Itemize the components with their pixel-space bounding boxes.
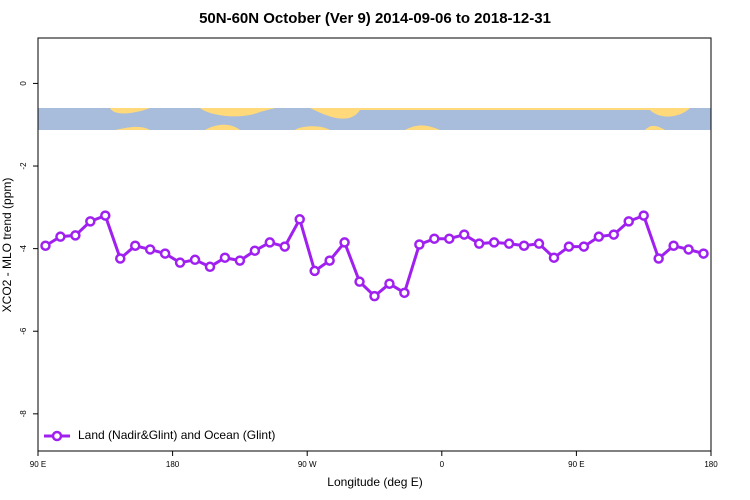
point	[55, 231, 66, 242]
point	[369, 290, 380, 302]
point	[518, 240, 530, 251]
point	[100, 210, 111, 221]
point	[488, 237, 500, 248]
point	[219, 252, 231, 263]
y-tick-label: -4	[19, 245, 28, 253]
point	[623, 216, 634, 227]
point	[159, 248, 171, 259]
x-tick-label: 0	[440, 460, 445, 469]
point	[638, 210, 649, 221]
point	[608, 229, 620, 240]
point	[458, 229, 470, 240]
point	[653, 253, 664, 264]
point	[115, 253, 126, 264]
point	[339, 237, 350, 248]
point	[324, 255, 335, 266]
point	[593, 231, 605, 242]
point	[189, 254, 201, 266]
point	[414, 239, 425, 250]
point	[444, 233, 455, 244]
x-tick-label: 90 E	[30, 460, 46, 469]
point	[294, 214, 305, 225]
x-axis-label: Longitude (deg E)	[327, 475, 422, 489]
point	[668, 240, 679, 251]
plot-frame	[37, 37, 712, 452]
map-ocean	[38, 108, 711, 130]
y-tick-label: 0	[19, 81, 28, 86]
point	[429, 233, 440, 244]
point	[40, 240, 51, 251]
x-tick-label: 90 E	[568, 460, 584, 469]
point	[70, 230, 81, 241]
y-tick-label: -6	[19, 327, 28, 335]
x-tick-label: 180	[166, 460, 180, 469]
chart-title: 50N-60N October (Ver 9) 2014-09-06 to 20…	[199, 10, 551, 27]
point	[85, 216, 96, 227]
point	[204, 261, 216, 273]
point	[384, 278, 395, 289]
point	[683, 244, 694, 255]
point	[473, 238, 485, 249]
point	[234, 255, 246, 266]
legend-label: Land (Nadir&Glint) and Ocean (Glint)	[78, 428, 275, 442]
y-axis-label: XCO2 - MLO trend (ppm)	[0, 178, 14, 313]
x-tick-label: 180	[704, 460, 718, 469]
x-tick-label: 90 W	[298, 460, 317, 469]
y-tick-label: -8	[19, 410, 28, 418]
point	[503, 238, 515, 249]
point	[399, 287, 410, 299]
point	[533, 238, 545, 249]
point	[354, 276, 365, 287]
legend-marker	[51, 430, 63, 442]
point	[548, 252, 560, 263]
map-band	[38, 108, 711, 130]
y-tick-label: -2	[19, 162, 28, 170]
point	[264, 237, 276, 248]
point	[279, 241, 291, 252]
point	[578, 241, 590, 252]
point	[249, 245, 261, 256]
point	[174, 257, 186, 268]
point	[144, 244, 156, 255]
point	[563, 241, 575, 252]
point	[698, 248, 709, 259]
point	[129, 240, 141, 251]
point	[309, 265, 320, 277]
